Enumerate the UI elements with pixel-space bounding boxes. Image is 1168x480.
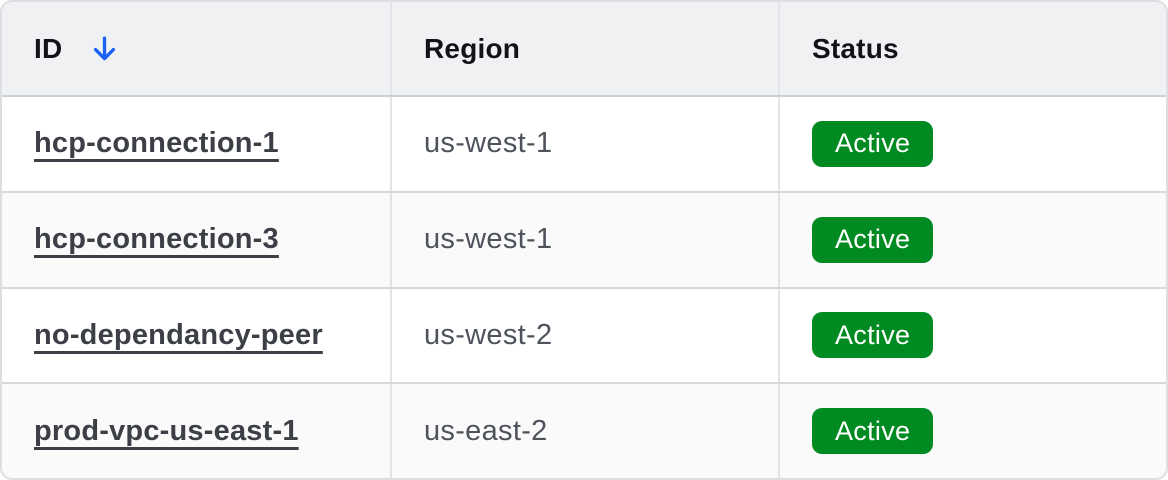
cell-status: Active (778, 384, 1166, 478)
cell-region: us-east-2 (390, 384, 778, 478)
connection-link[interactable]: hcp-connection-1 (34, 127, 279, 160)
cell-region: us-west-2 (390, 288, 778, 383)
table-row: hcp-connection-3 us-west-1 Active (2, 192, 1166, 289)
cell-status: Active (778, 288, 1166, 383)
column-header-region: Region (390, 2, 778, 95)
table-row: no-dependancy-peer us-west-2 Active (2, 288, 1166, 385)
region-value: us-west-1 (424, 127, 553, 160)
column-header-region-label: Region (424, 32, 521, 64)
connection-link[interactable]: no-dependancy-peer (34, 318, 323, 351)
cell-status: Active (778, 97, 1166, 191)
column-header-status: Status (778, 2, 1166, 95)
table-row: hcp-connection-1 us-west-1 Active (2, 97, 1166, 193)
connection-link[interactable]: prod-vpc-us-east-1 (34, 414, 299, 447)
cell-id: hcp-connection-3 (2, 193, 390, 287)
table-row: prod-vpc-us-east-1 us-east-2 Active (2, 384, 1166, 478)
table-header-row: ID Region Status (2, 2, 1166, 97)
column-header-id[interactable]: ID (2, 2, 390, 95)
column-header-status-label: Status (812, 32, 899, 64)
column-header-id-label: ID (34, 32, 63, 64)
status-badge: Active (812, 408, 934, 455)
cell-id: prod-vpc-us-east-1 (2, 384, 390, 478)
cell-region: us-west-1 (390, 97, 778, 191)
status-badge: Active (812, 216, 934, 263)
arrow-down-icon (88, 32, 121, 65)
cell-region: us-west-1 (390, 192, 778, 287)
cell-id: no-dependancy-peer (2, 289, 390, 383)
connection-link[interactable]: hcp-connection-3 (34, 223, 279, 256)
status-badge: Active (812, 312, 934, 359)
region-value: us-west-1 (424, 223, 553, 256)
region-value: us-east-2 (424, 414, 548, 447)
region-value: us-west-2 (424, 318, 553, 351)
cell-status: Active (778, 192, 1166, 287)
status-badge: Active (812, 120, 934, 167)
cell-id: hcp-connection-1 (2, 97, 390, 191)
